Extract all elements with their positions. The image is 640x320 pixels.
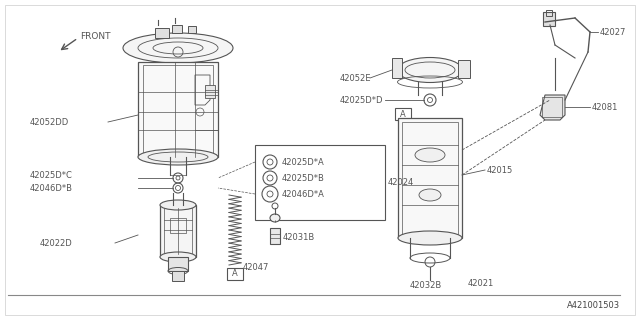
Text: 42032B: 42032B xyxy=(410,281,442,290)
Text: A: A xyxy=(400,109,406,118)
Ellipse shape xyxy=(415,148,445,162)
Bar xyxy=(546,10,552,16)
Bar xyxy=(392,58,402,78)
Text: 42025D*B: 42025D*B xyxy=(282,173,325,182)
Text: A421001503: A421001503 xyxy=(567,301,620,310)
Text: 42047: 42047 xyxy=(243,263,269,273)
Bar xyxy=(170,218,186,233)
Text: 42081: 42081 xyxy=(592,102,618,111)
Bar xyxy=(143,65,213,154)
Bar xyxy=(138,62,218,157)
Polygon shape xyxy=(540,95,565,120)
Text: 42024: 42024 xyxy=(388,178,414,187)
Bar xyxy=(402,122,458,234)
Bar xyxy=(227,268,243,280)
Bar xyxy=(172,25,182,33)
Text: A: A xyxy=(232,269,238,278)
Bar xyxy=(458,60,470,78)
Text: 42022D: 42022D xyxy=(40,238,73,247)
Polygon shape xyxy=(205,85,215,98)
Ellipse shape xyxy=(160,200,196,210)
Bar xyxy=(270,228,280,244)
Text: 42025D*A: 42025D*A xyxy=(282,157,324,166)
Text: 42052E: 42052E xyxy=(340,74,371,83)
Ellipse shape xyxy=(397,58,463,83)
Bar xyxy=(168,257,188,271)
Bar xyxy=(255,145,385,220)
Text: 42025D*D: 42025D*D xyxy=(340,95,383,105)
Bar xyxy=(542,97,562,117)
Text: 42046D*B: 42046D*B xyxy=(30,183,73,193)
Bar xyxy=(172,271,184,281)
Bar xyxy=(398,118,462,238)
Text: 42015: 42015 xyxy=(487,165,513,174)
Bar xyxy=(188,26,196,33)
Text: 42052DD: 42052DD xyxy=(30,117,69,126)
Ellipse shape xyxy=(398,231,462,245)
Bar xyxy=(164,208,192,254)
Text: FRONT: FRONT xyxy=(80,31,111,41)
Bar xyxy=(155,28,169,38)
Text: 42021: 42021 xyxy=(468,278,494,287)
Text: 42027: 42027 xyxy=(600,28,627,36)
Text: 42031B: 42031B xyxy=(283,233,316,242)
Bar xyxy=(543,12,555,26)
Bar xyxy=(395,108,411,120)
Ellipse shape xyxy=(270,214,280,222)
Text: 42046D*A: 42046D*A xyxy=(282,189,325,198)
Bar xyxy=(160,205,196,257)
Text: 42025D*C: 42025D*C xyxy=(30,171,73,180)
Ellipse shape xyxy=(123,33,233,63)
Ellipse shape xyxy=(419,189,441,201)
Ellipse shape xyxy=(160,252,196,262)
Ellipse shape xyxy=(138,149,218,165)
